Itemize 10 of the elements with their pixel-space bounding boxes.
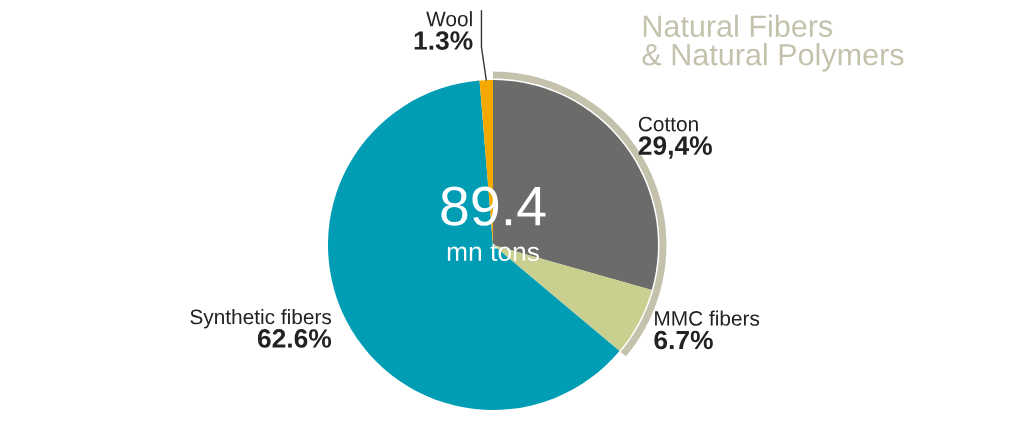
slice-label: MMC fibers xyxy=(655,310,760,326)
data-label: 62.6% xyxy=(257,329,332,348)
text: mn tons xyxy=(447,243,539,262)
data-label: 29,4% xyxy=(638,136,712,159)
data-label: 1.3% xyxy=(414,31,473,50)
data-label: 6.7% xyxy=(654,330,713,350)
slice-label: Synthetic fibers xyxy=(190,308,332,329)
slice-label: Cotton xyxy=(638,116,698,132)
slice-label: Wool xyxy=(426,11,472,27)
text: Natural Fibers & Natural Polymers xyxy=(642,14,904,72)
